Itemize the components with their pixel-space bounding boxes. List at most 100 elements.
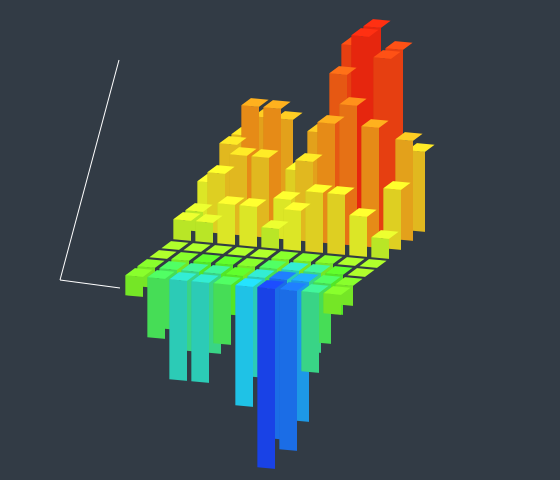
bar-face	[327, 193, 345, 255]
bar-face	[173, 212, 201, 221]
axis-line	[59, 59, 120, 281]
bar-face	[235, 278, 263, 287]
bar-face	[249, 249, 277, 258]
bar-face	[279, 282, 307, 291]
bar-face	[323, 286, 351, 295]
bar	[371, 230, 399, 259]
bar	[337, 257, 365, 266]
bar-face	[147, 270, 175, 279]
bar-face	[169, 279, 187, 381]
bar-face	[169, 272, 197, 281]
bar-face	[205, 245, 233, 254]
bar-face	[295, 153, 323, 162]
bar-face	[147, 277, 165, 339]
bar-face	[283, 202, 311, 211]
bar	[149, 250, 177, 259]
bar	[195, 214, 223, 243]
bar	[239, 198, 267, 247]
bar-face	[323, 293, 341, 315]
bar-face	[191, 281, 209, 383]
bar	[125, 268, 153, 297]
bar-face	[239, 198, 267, 207]
bar-face	[329, 66, 357, 75]
bar-face	[195, 214, 223, 223]
bar-face	[259, 260, 287, 269]
bar-face	[305, 184, 333, 193]
bar-face	[203, 265, 231, 274]
axis-line	[59, 279, 121, 289]
bar-face	[263, 100, 291, 109]
bar	[305, 184, 333, 253]
bar-face	[383, 181, 411, 190]
bar	[169, 272, 197, 381]
bar-face	[283, 209, 301, 251]
bar-face	[371, 237, 389, 259]
bar-face	[271, 251, 299, 260]
bar-face	[305, 191, 323, 253]
bar-face	[183, 243, 211, 252]
bar	[279, 282, 307, 451]
bar-face	[257, 287, 275, 469]
bar-face	[217, 196, 245, 205]
bar-face	[327, 186, 355, 195]
bar-face	[237, 258, 265, 267]
bar-face	[235, 285, 253, 407]
bar-face	[149, 250, 177, 259]
bar	[213, 276, 241, 345]
bar-face	[349, 208, 377, 217]
bar-face	[225, 267, 253, 276]
bar	[323, 286, 351, 315]
bar-face	[217, 203, 235, 245]
bar-face	[241, 98, 269, 107]
bar	[257, 280, 285, 469]
bar-face	[373, 50, 401, 59]
bar-face	[125, 268, 153, 277]
bar-face	[137, 259, 165, 268]
bar-face	[325, 266, 353, 275]
bar-face	[251, 149, 279, 158]
bar-face	[349, 215, 367, 257]
bar-face	[171, 252, 199, 261]
bar	[183, 243, 211, 252]
bar-face	[261, 227, 279, 249]
bar-face	[191, 274, 219, 283]
bar-face	[301, 284, 329, 293]
bar-face	[279, 289, 297, 451]
bar-face	[227, 247, 255, 256]
bar-face	[317, 115, 345, 124]
bar-face	[347, 268, 375, 277]
bar-face	[359, 259, 387, 268]
bar-face	[361, 119, 389, 128]
bar-face	[363, 19, 391, 28]
bar-face	[213, 283, 231, 345]
bar	[235, 278, 263, 407]
bar-face	[185, 203, 213, 212]
bar	[359, 259, 387, 268]
bar-face	[315, 255, 343, 264]
bar-face	[261, 220, 289, 229]
bar	[217, 196, 245, 245]
bar-face	[195, 221, 213, 243]
bar-face	[215, 256, 243, 265]
bar-face	[291, 273, 319, 282]
bar-face	[207, 165, 235, 174]
bar-face	[301, 291, 319, 373]
bar	[205, 245, 233, 254]
bar-face	[159, 261, 187, 270]
bar-face	[385, 41, 413, 50]
bar-face	[335, 277, 363, 286]
bar-face	[125, 275, 143, 297]
bar-face	[281, 262, 309, 271]
bar	[261, 220, 289, 249]
bar-face	[239, 205, 257, 247]
bar-face	[313, 275, 341, 284]
bar-face	[351, 28, 379, 37]
bar	[327, 186, 355, 255]
bar-face	[247, 269, 275, 278]
bar-face	[193, 254, 221, 263]
bar-face	[407, 143, 435, 152]
bar-face	[173, 219, 191, 241]
bar	[249, 249, 277, 258]
